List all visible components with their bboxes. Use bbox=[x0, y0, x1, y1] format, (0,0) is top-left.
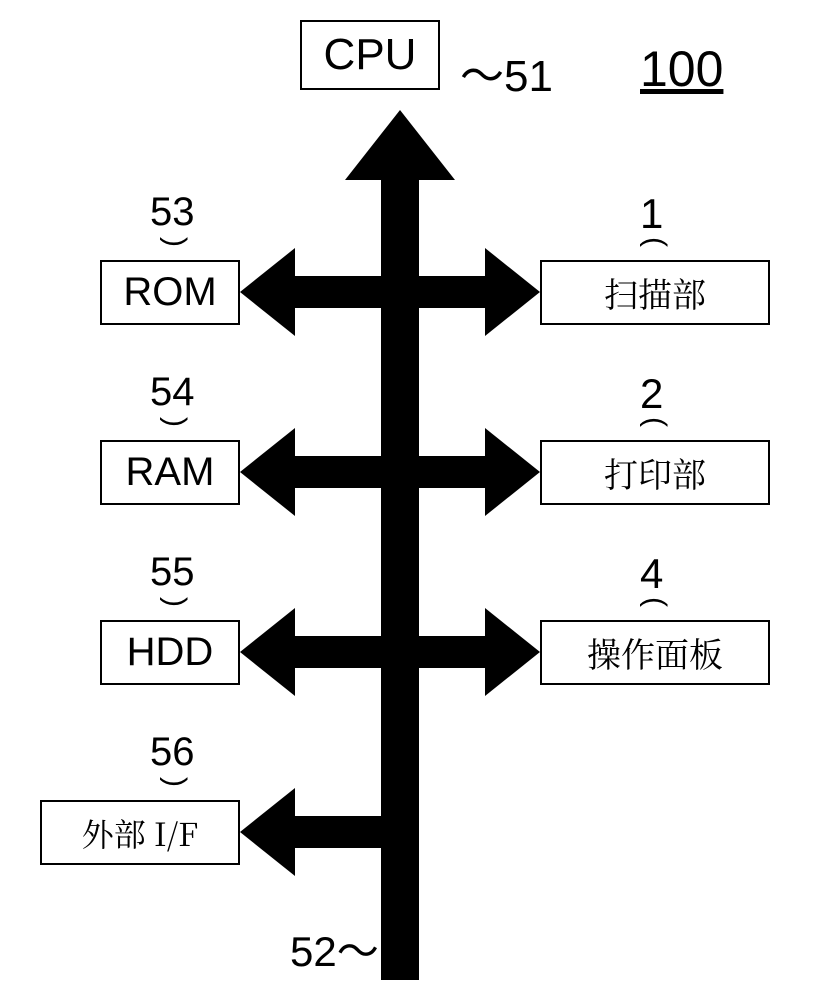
tilde-panel: ( bbox=[638, 597, 672, 607]
tilde-ram: ) bbox=[158, 417, 192, 427]
tilde-hdd: ) bbox=[158, 597, 192, 607]
diagram-canvas: 100 CPU ～51 ROM 53 ) RAM 54 ) HDD 55 ) 外… bbox=[0, 0, 822, 1000]
block-rom-label: ROM bbox=[123, 270, 216, 315]
block-print: 打印部 bbox=[540, 440, 770, 505]
ref-ram: 54 bbox=[150, 370, 195, 415]
block-panel-label: 操作面板 bbox=[587, 628, 723, 677]
block-scan-label: 扫描部 bbox=[604, 268, 706, 317]
block-rom: ROM bbox=[100, 260, 240, 325]
block-hdd: HDD bbox=[100, 620, 240, 685]
block-ext-if-label: 外部 I/F bbox=[82, 810, 199, 856]
ref-bus: 52～ bbox=[290, 918, 379, 979]
ref-rom: 53 bbox=[150, 190, 195, 235]
block-cpu: CPU bbox=[300, 20, 440, 90]
ref-ext-if: 56 bbox=[150, 730, 195, 775]
ref-cpu-num: 51 bbox=[504, 52, 553, 101]
block-scan: 扫描部 bbox=[540, 260, 770, 325]
block-ram: RAM bbox=[100, 440, 240, 505]
block-cpu-label: CPU bbox=[324, 30, 417, 80]
ref-scan: 1 bbox=[640, 190, 663, 238]
ref-panel: 4 bbox=[640, 550, 663, 598]
block-panel: 操作面板 bbox=[540, 620, 770, 685]
ref-bus-tilde: ～ bbox=[337, 928, 379, 975]
block-print-label: 打印部 bbox=[604, 448, 706, 497]
block-ram-label: RAM bbox=[126, 450, 215, 495]
tilde-print: ( bbox=[638, 417, 672, 427]
ref-hdd: 55 bbox=[150, 550, 195, 595]
tilde-ext-if: ) bbox=[158, 777, 192, 787]
ref-cpu-tilde: ～ bbox=[460, 52, 504, 101]
tilde-scan: ( bbox=[638, 237, 672, 247]
block-ext-if: 外部 I/F bbox=[40, 800, 240, 865]
ref-print: 2 bbox=[640, 370, 663, 418]
figure-ref: 100 bbox=[640, 40, 723, 98]
block-hdd-label: HDD bbox=[127, 630, 214, 675]
tilde-rom: ) bbox=[158, 237, 192, 247]
ref-bus-num: 52 bbox=[290, 928, 337, 975]
ref-cpu: ～51 bbox=[460, 40, 553, 104]
